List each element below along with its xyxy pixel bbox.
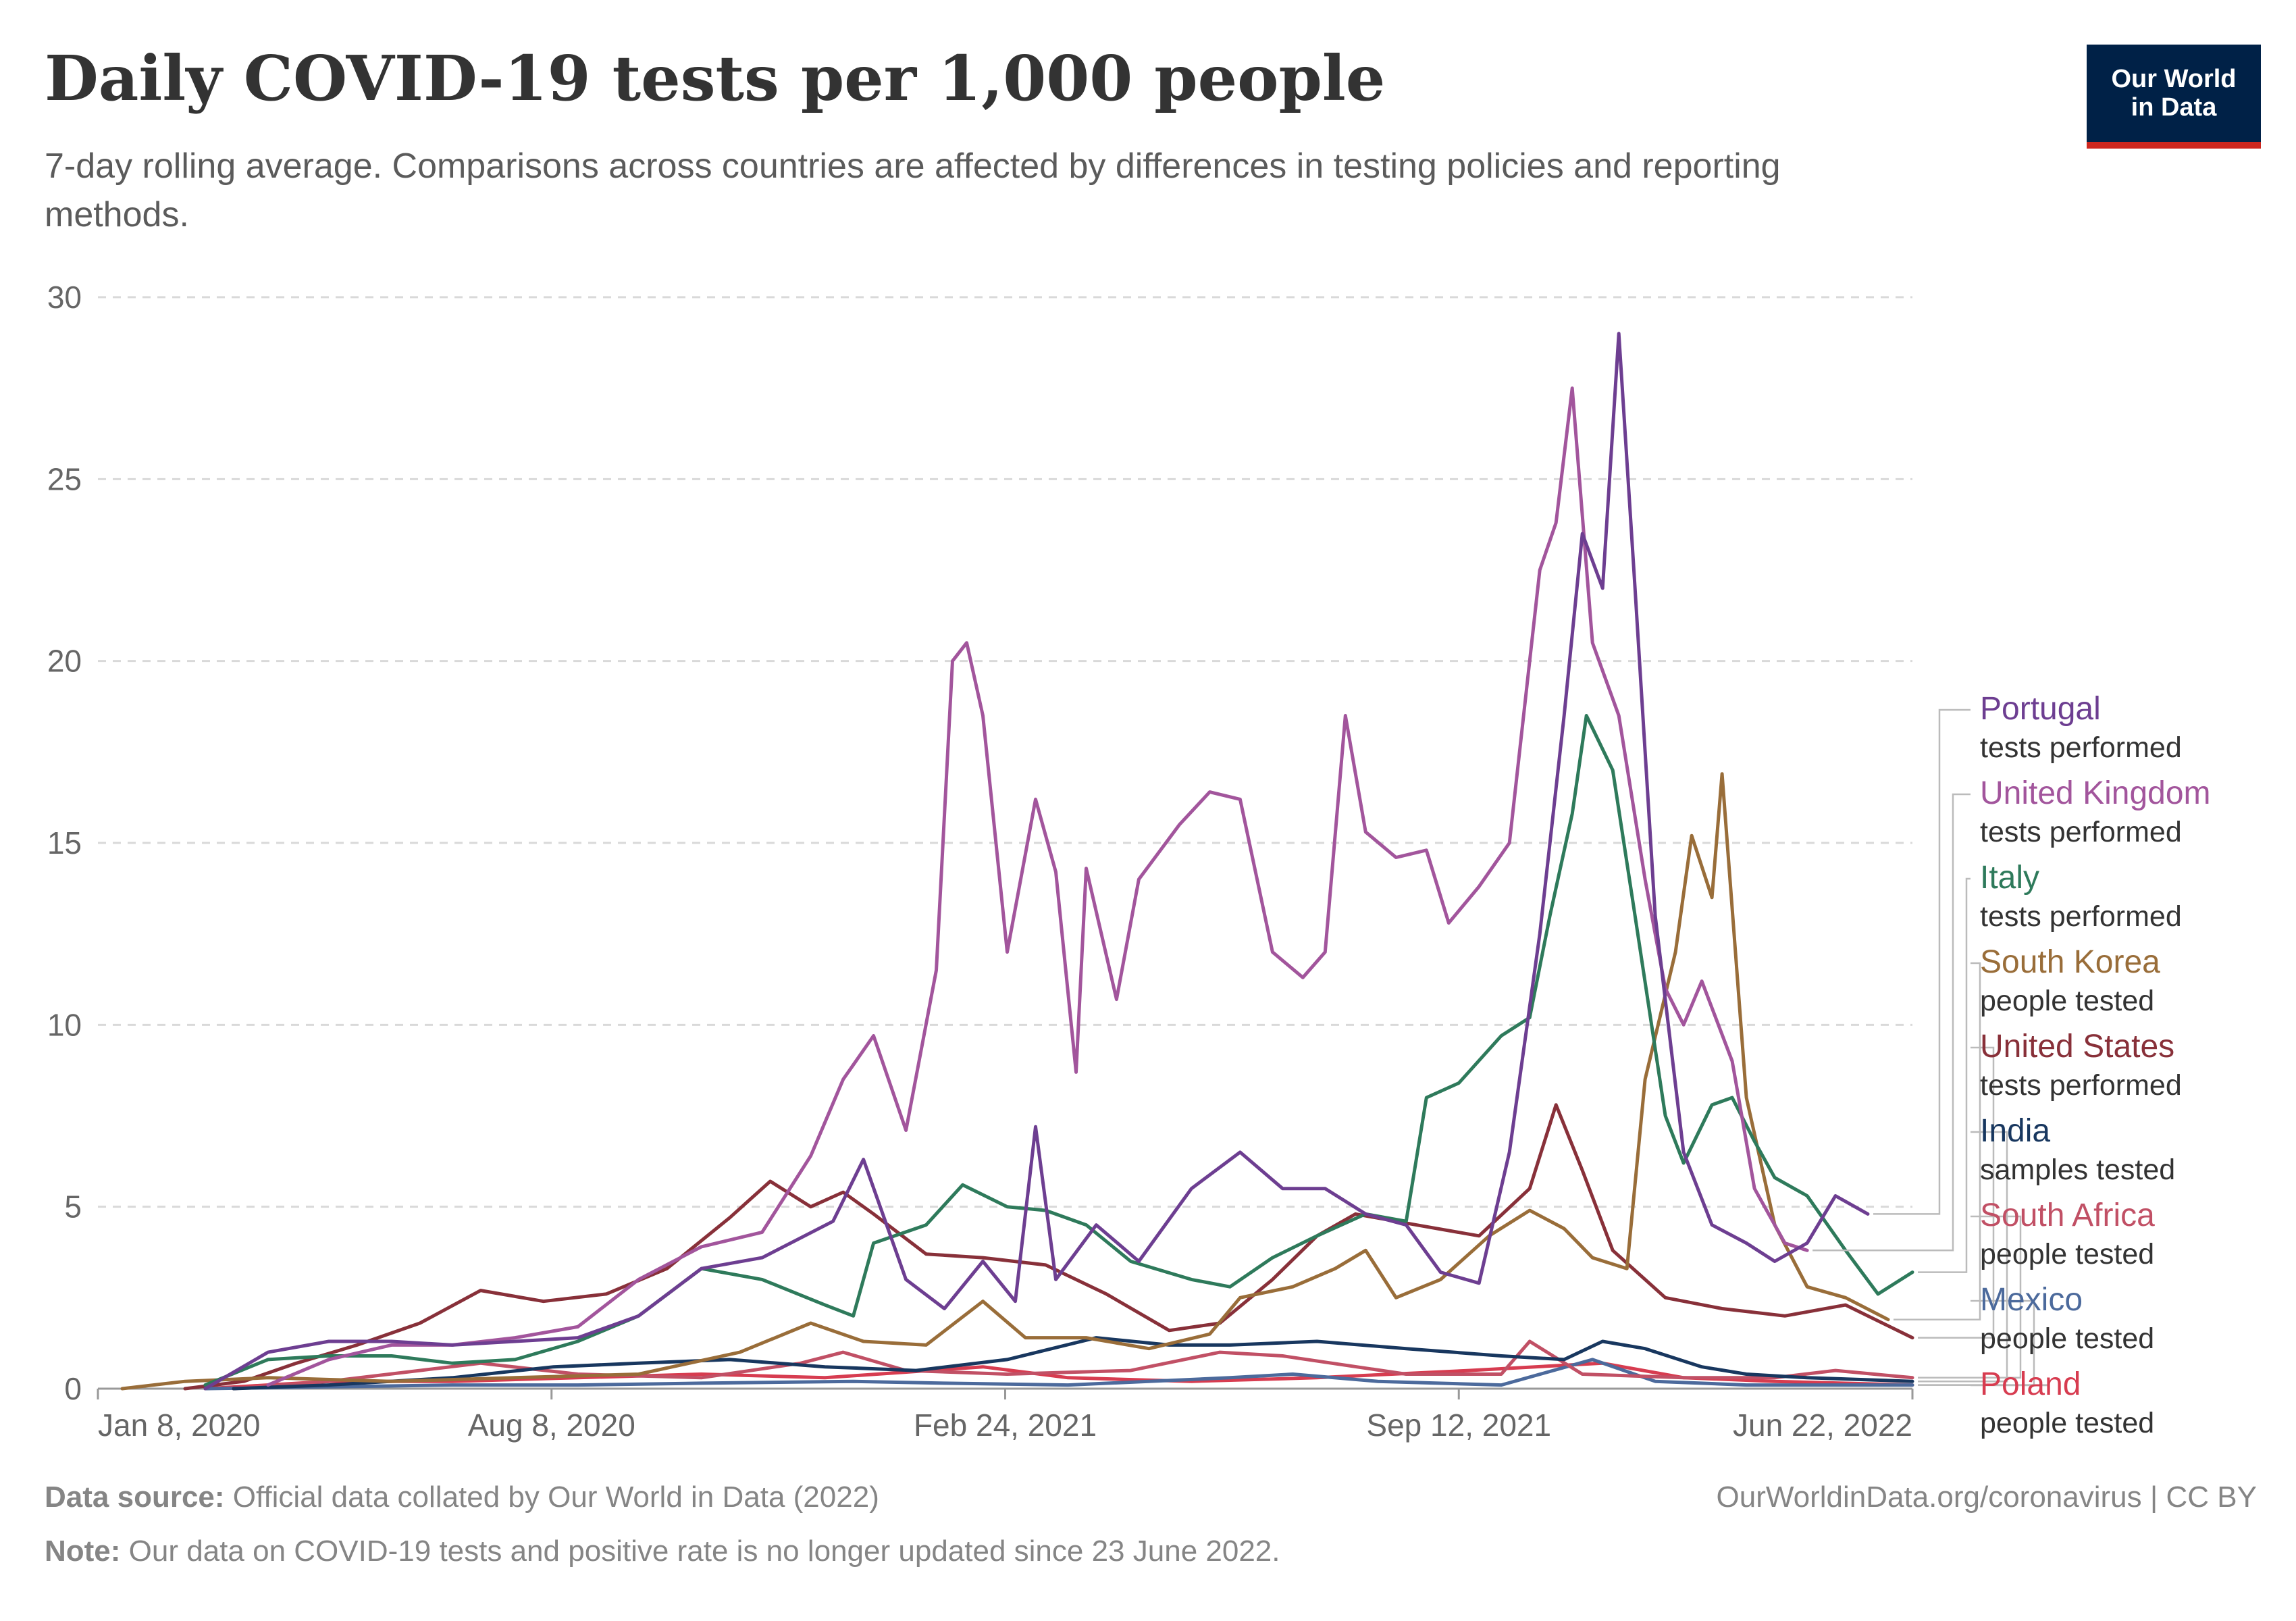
series-line-south-korea (120, 772, 1890, 1391)
data-source-text: Official data collated by Our World in D… (232, 1481, 879, 1514)
legend-label-united-kingdom: United Kingdom (1980, 775, 2211, 811)
legend-sublabel-india: samples tested (1980, 1154, 2175, 1186)
legend-connector-india (1918, 1131, 2008, 1383)
legend-sublabel-mexico: people tested (1980, 1322, 2154, 1355)
data-source-label: Data source: (45, 1481, 225, 1514)
legend-sublabel-united-states: tests performed (1980, 1069, 2182, 1102)
logo-line-2: in Data (2131, 93, 2217, 122)
y-tick-label: 10 (47, 1007, 82, 1042)
source-url-link[interactable]: OurWorldinData.org/coronavirus | CC BY (1717, 1481, 2257, 1514)
legend-label-portugal: Portugal (1980, 691, 2101, 727)
y-tick-label: 0 (64, 1371, 82, 1406)
legend-label-mexico: Mexico (1980, 1282, 2083, 1318)
x-tick-label: Jan 8, 2020 (98, 1408, 260, 1443)
legend-connector-united-states (1918, 1046, 1995, 1339)
legend-sublabel-poland: people tested (1980, 1407, 2154, 1439)
legend-sublabel-italy: tests performed (1980, 900, 2182, 933)
legend-label-italy: Italy (1980, 860, 2039, 896)
x-tick-label: Aug 8, 2020 (468, 1408, 635, 1443)
x-tick-label: Feb 24, 2021 (914, 1408, 1097, 1443)
x-tick-label: Jun 22, 2022 (1733, 1408, 1912, 1443)
legend-connector-portugal (1873, 709, 1971, 1215)
legend-sublabel-south-africa: people tested (1980, 1238, 2154, 1270)
series-line-poland (203, 1361, 1914, 1391)
source-url-text: OurWorldinData.org/coronavirus | CC BY (1716, 1481, 2257, 1514)
legend-label-south-africa: South Africa (1980, 1198, 2155, 1233)
y-tick-label: 25 (47, 461, 82, 496)
data-source: Data source: Official data collated by O… (45, 1481, 879, 1514)
y-tick-label: 15 (47, 825, 82, 860)
note-label: Note: (45, 1535, 121, 1568)
legend-sublabel-south-korea: people tested (1980, 985, 2154, 1017)
series-line-united-kingdom (266, 386, 1809, 1387)
legend-connector-south-korea (1894, 962, 1981, 1320)
legend-sublabel-united-kingdom: tests performed (1980, 816, 2182, 848)
note: Note: Our data on COVID-19 tests and pos… (45, 1535, 1280, 1568)
x-tick-label: Sep 12, 2021 (1366, 1408, 1551, 1443)
logo-line-1: Our World (2111, 65, 2237, 93)
y-tick-label: 20 (47, 644, 82, 679)
legend-label-india: India (1980, 1113, 2050, 1149)
legend-connector-italy (1918, 877, 1971, 1273)
legend-connector-south-africa (1918, 1215, 2022, 1379)
series-line-italy (203, 714, 1914, 1387)
chart-subtitle: 7-day rolling average. Comparisons acros… (45, 147, 1781, 234)
series-line-portugal (203, 332, 1870, 1391)
series-line-mexico (203, 1358, 1914, 1391)
series-line-united-states (183, 1103, 1914, 1391)
y-tick-label: 30 (47, 280, 82, 315)
series-line-india (232, 1336, 1914, 1391)
owid-logo[interactable]: Our World in Data (2087, 45, 2261, 149)
legend-label-south-korea: South Korea (1980, 944, 2160, 980)
legend-sublabel-portugal: tests performed (1980, 731, 2182, 764)
series-line-south-africa (232, 1339, 1914, 1391)
y-tick-label: 5 (64, 1189, 82, 1225)
legend-connector-united-kingdom (1812, 793, 1971, 1252)
legend-label-poland: Poland (1980, 1366, 2081, 1402)
note-text: Our data on COVID-19 tests and positive … (128, 1535, 1280, 1568)
legend-label-united-states: United States (1980, 1029, 2174, 1064)
page-title: Daily COVID-19 tests per 1,000 people (45, 42, 1386, 115)
